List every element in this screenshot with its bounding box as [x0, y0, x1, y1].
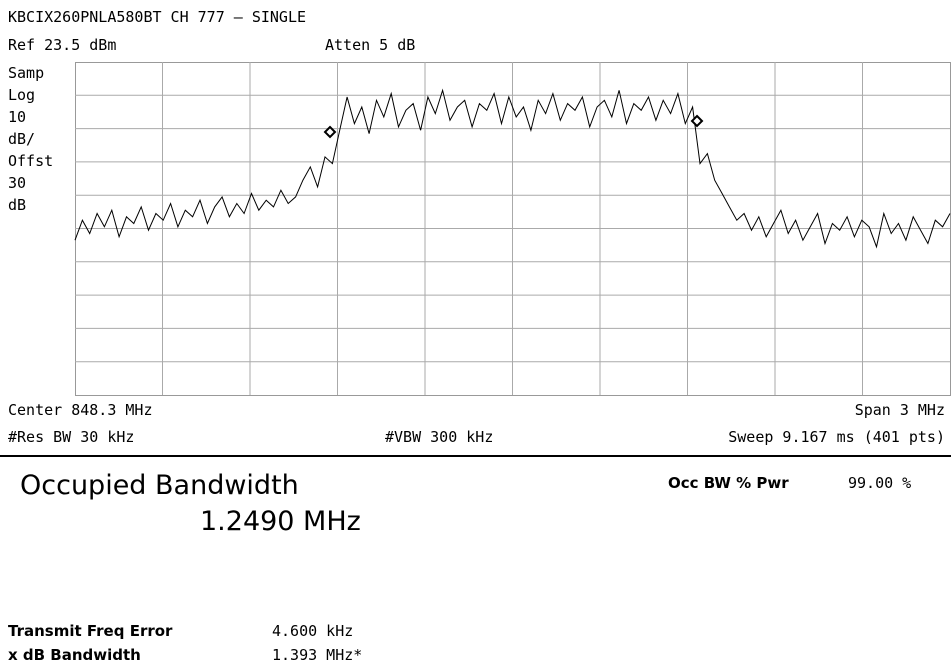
trace	[74, 88, 951, 249]
result-value: 1.2490 MHz	[200, 506, 361, 537]
atten: Atten 5 dB	[325, 36, 416, 54]
divider	[0, 455, 951, 457]
left-label: dB	[8, 196, 27, 214]
pwr-label: Occ BW % Pwr	[668, 474, 789, 492]
pwr-value: 99.00 %	[848, 474, 912, 492]
row-label: x dB Bandwidth	[8, 646, 141, 664]
sweep: Sweep 9.167 ms (401 pts)	[728, 428, 945, 446]
marker	[323, 114, 704, 139]
result-title: Occupied Bandwidth	[20, 470, 299, 501]
center: Center 848.3 MHz	[8, 401, 153, 419]
span: Span 3 MHz	[854, 401, 945, 419]
ref-level: 23.5	[44, 36, 81, 54]
left-label: dB/	[8, 130, 36, 148]
title: KBCIX260PNLA580BT CH 777 – SINGLE	[8, 8, 307, 26]
row-value: 1.393 MHz*	[272, 646, 363, 664]
plot	[74, 62, 951, 396]
row-value: 4.600 kHz	[272, 622, 354, 640]
ref-label: Ref	[8, 36, 36, 54]
left-label: Offst	[8, 152, 54, 170]
ref-unit: dBm	[89, 36, 117, 54]
left-label: 30	[8, 174, 27, 192]
left-label: 10	[8, 108, 27, 126]
vbw: #VBW 300 kHz	[385, 428, 494, 446]
ref: Ref 23.5 dBm	[8, 36, 116, 54]
left-label: Samp	[8, 64, 45, 82]
left-label: Log	[8, 86, 36, 104]
res-bw: #Res BW 30 kHz	[8, 428, 135, 446]
row-label: Transmit Freq Error	[8, 622, 173, 640]
